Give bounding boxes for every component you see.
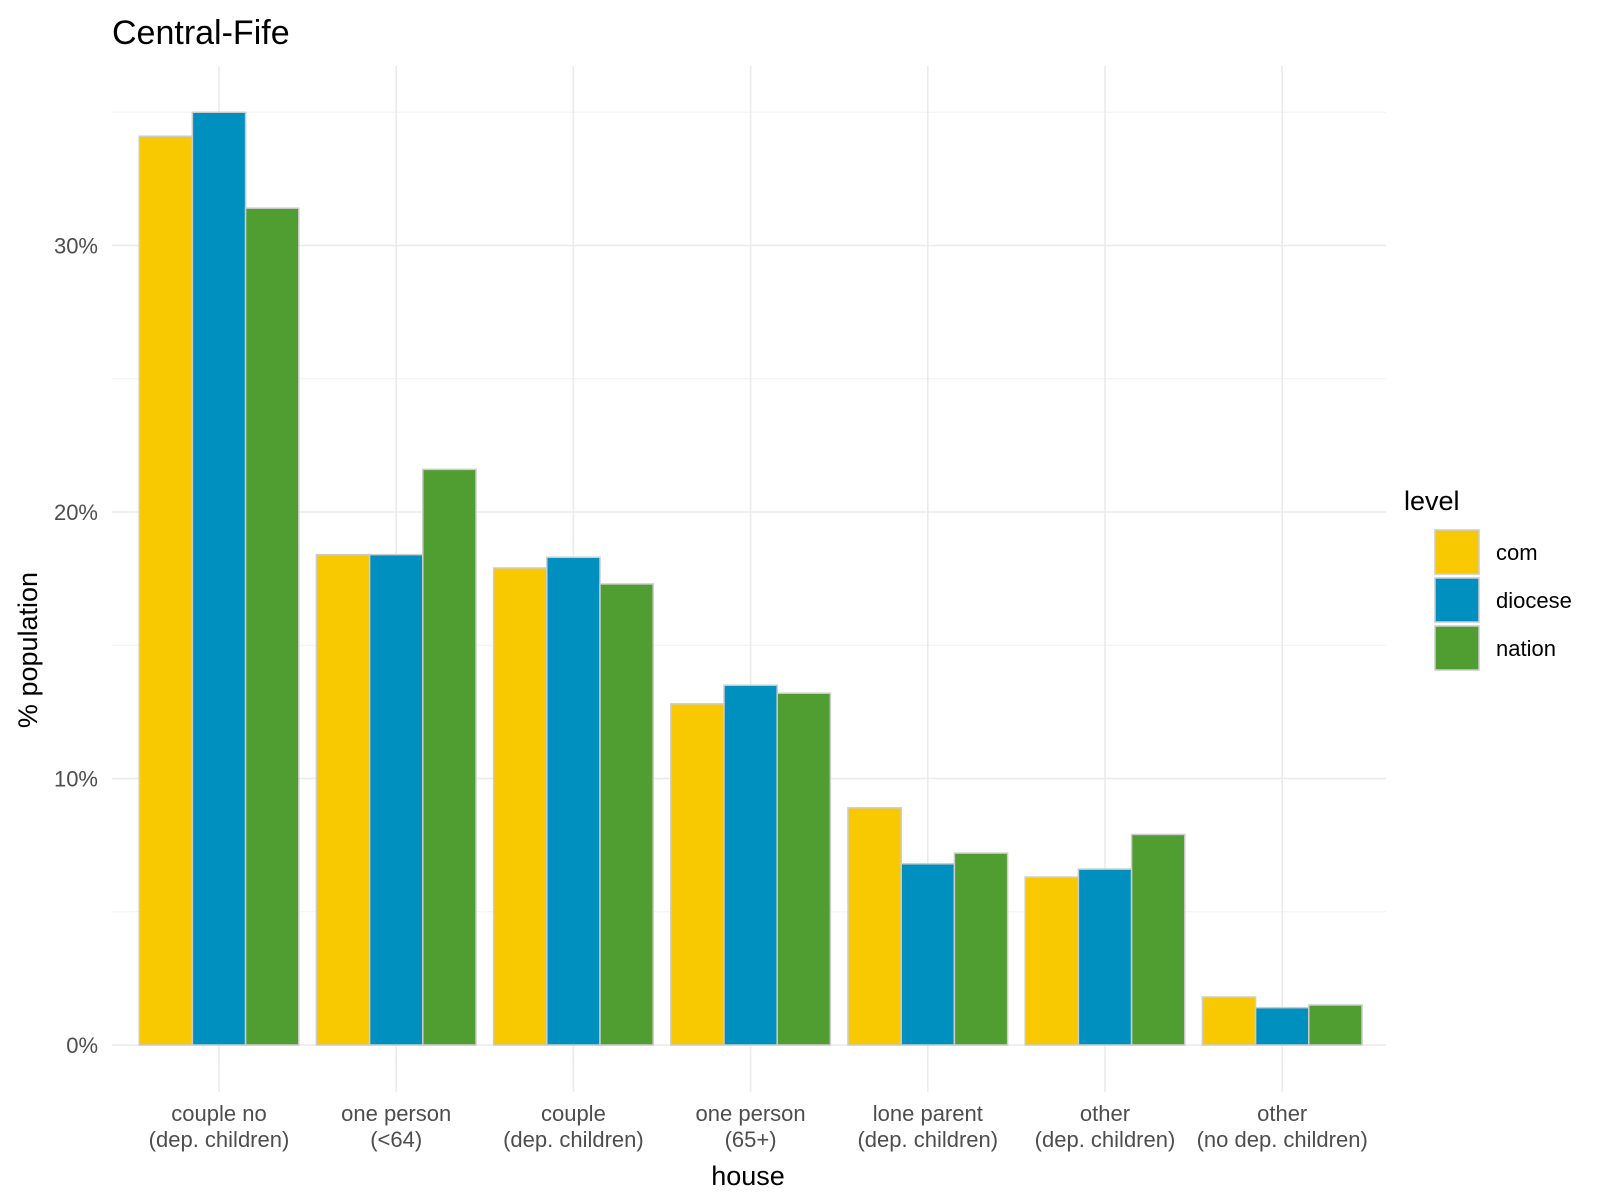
x-tick-label: other (no dep. children) bbox=[1197, 1101, 1368, 1152]
y-tick-label: 20% bbox=[54, 500, 98, 525]
bar-diocese-6 bbox=[1077, 868, 1133, 1046]
bar-nation-2 bbox=[422, 468, 477, 1046]
legend-label-diocese: diocese bbox=[1496, 588, 1572, 613]
bar-diocese-5 bbox=[900, 863, 956, 1046]
bar-nation-3 bbox=[599, 583, 654, 1046]
bar-com-6 bbox=[1024, 876, 1080, 1046]
bar-com-2 bbox=[315, 553, 371, 1046]
bar-com-5 bbox=[847, 807, 902, 1046]
bar-com-4 bbox=[670, 703, 725, 1046]
legend: level com diocese nation bbox=[1404, 486, 1572, 671]
bar-diocese-2 bbox=[368, 553, 424, 1046]
bar-diocese-4 bbox=[723, 684, 778, 1046]
legend-swatch-nation bbox=[1434, 625, 1480, 671]
y-tick-label: 0% bbox=[66, 1033, 98, 1058]
legend-swatch-diocese bbox=[1434, 577, 1480, 623]
chart-title: Central-Fife bbox=[112, 14, 290, 52]
x-tick-label: couple (dep. children) bbox=[503, 1101, 644, 1152]
bar-nation-5 bbox=[953, 852, 1009, 1046]
x-tick-label: lone parent (dep. children) bbox=[857, 1101, 998, 1152]
bar-nation-1 bbox=[244, 207, 300, 1046]
bars bbox=[138, 111, 1363, 1046]
x-tick-label: one person (<64) bbox=[341, 1101, 451, 1152]
bar-diocese-3 bbox=[546, 556, 601, 1046]
y-tick-label: 30% bbox=[54, 234, 98, 259]
legend-label-nation: nation bbox=[1496, 636, 1556, 661]
bar-com-3 bbox=[492, 567, 548, 1046]
bar-diocese-7 bbox=[1254, 1006, 1310, 1046]
bar-com-1 bbox=[138, 135, 194, 1046]
legend-swatch-com bbox=[1434, 529, 1480, 575]
bar-nation-7 bbox=[1308, 1004, 1363, 1046]
y-axis-ticks: 0% 10% 20% 30% bbox=[54, 234, 98, 1059]
bar-nation-4 bbox=[776, 692, 832, 1046]
x-axis-title: house bbox=[711, 1161, 785, 1191]
x-tick-label: one person (65+) bbox=[696, 1101, 806, 1152]
x-tick-label: couple no (dep. children) bbox=[149, 1101, 290, 1152]
bar-nation-6 bbox=[1130, 833, 1186, 1046]
legend-title: level bbox=[1404, 486, 1460, 516]
bar-diocese-1 bbox=[191, 111, 247, 1046]
x-tick-label: other (dep. children) bbox=[1035, 1101, 1176, 1152]
legend-label-com: com bbox=[1496, 540, 1538, 565]
y-tick-label: 10% bbox=[54, 767, 98, 792]
bar-com-7 bbox=[1201, 996, 1257, 1046]
x-axis-ticks: couple no (dep. children) one person (<64) c… bbox=[149, 1101, 1368, 1152]
y-axis-title: % population bbox=[13, 572, 43, 728]
